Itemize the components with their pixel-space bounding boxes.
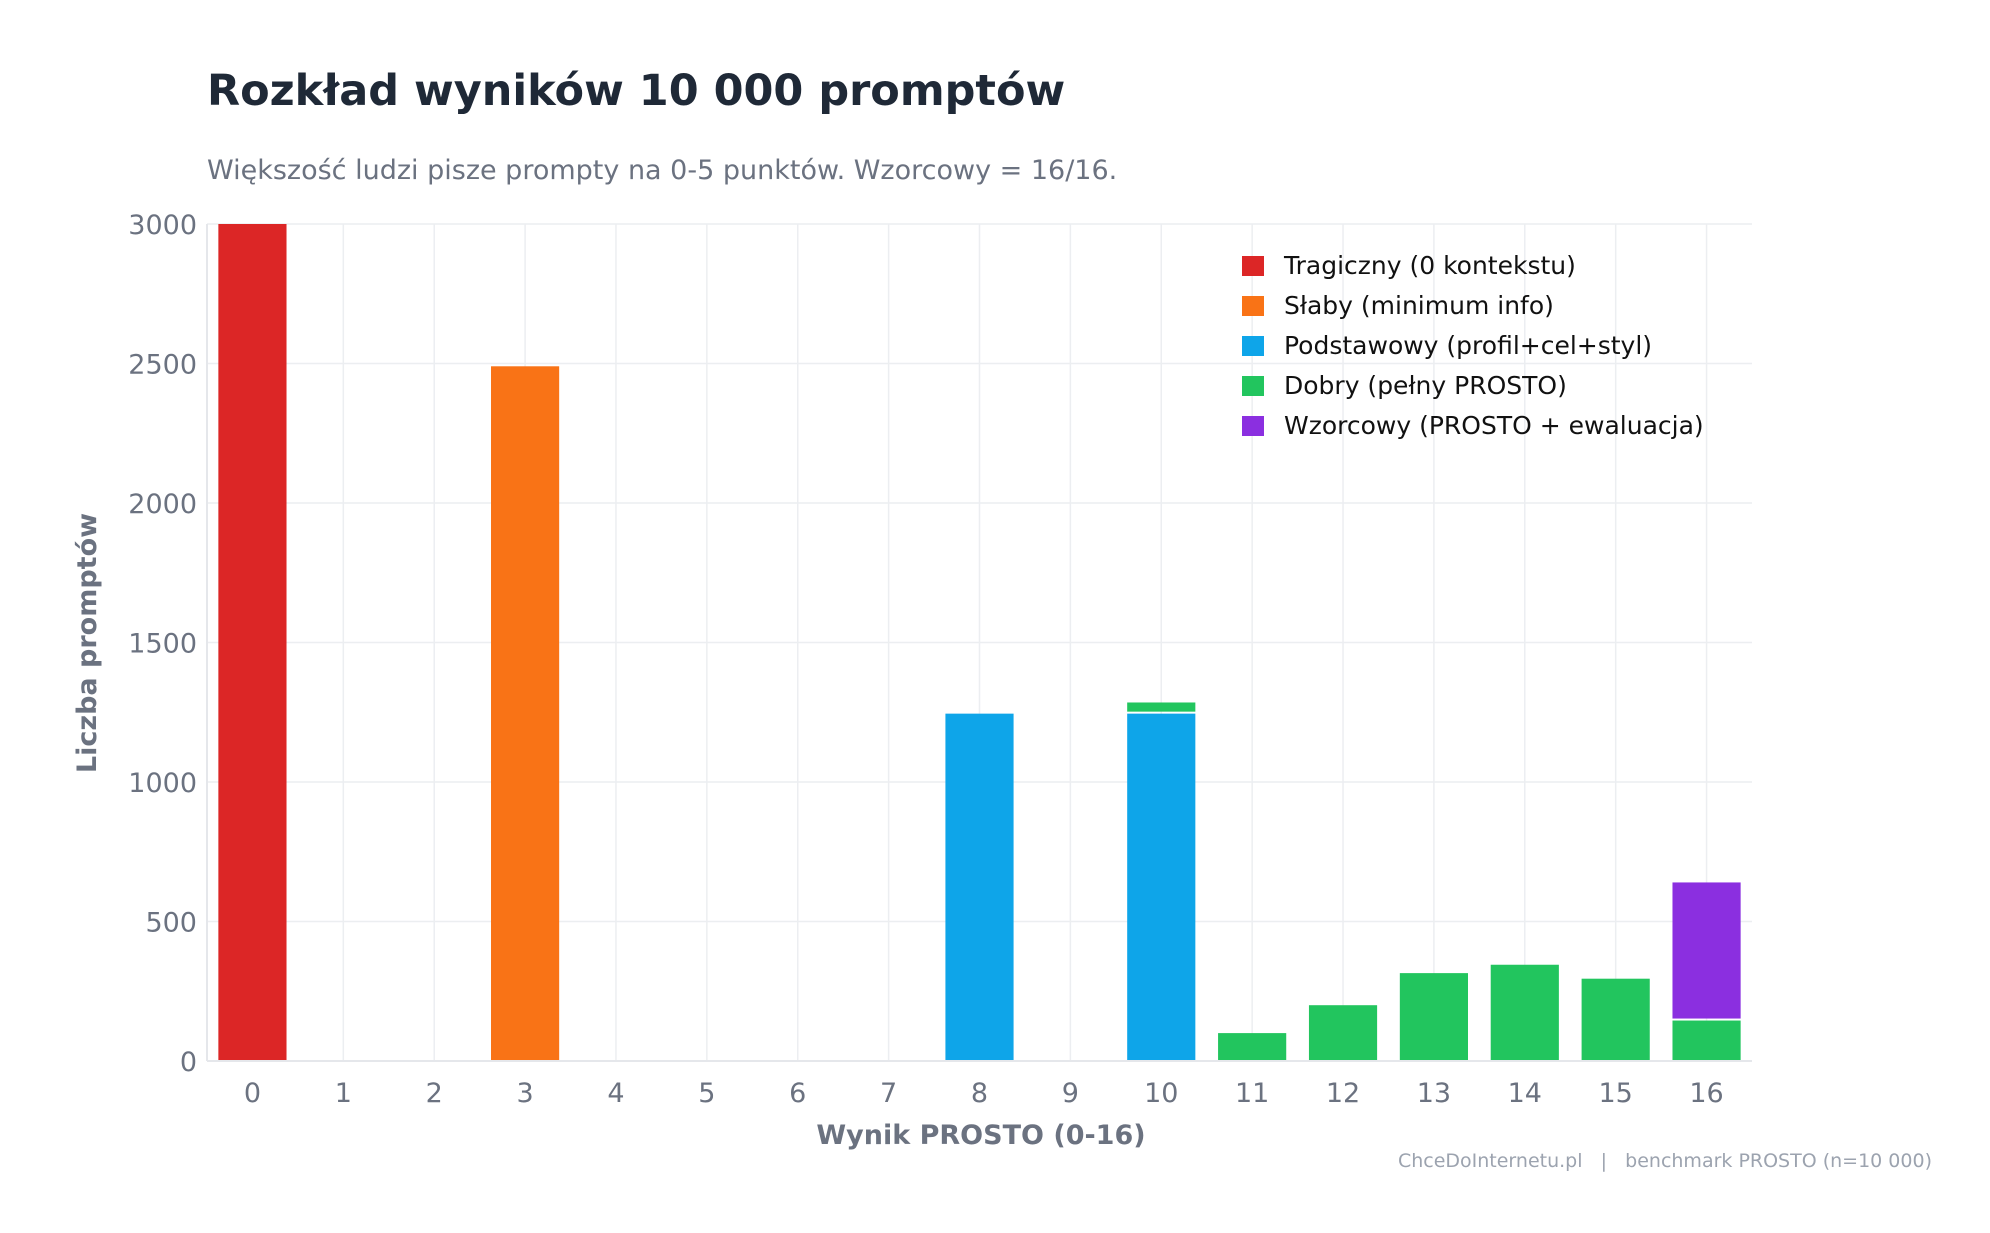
x-tick-label-12: 12 (1326, 1078, 1360, 1109)
x-tick-label-4: 4 (607, 1078, 624, 1109)
legend: Tragiczny (0 kontekstu) Słaby (minimum in… (1242, 251, 1704, 440)
x-tick-label-1: 1 (335, 1078, 352, 1109)
bar-11-series-3 (1218, 1033, 1287, 1061)
bar-16-series-4 (1672, 882, 1741, 1019)
y-tick-label-3: 1500 (128, 629, 197, 660)
legend-swatch-1 (1242, 296, 1264, 316)
legend-item-3: Dobry (pełny PROSTO) (1242, 371, 1567, 400)
y-tick-label-5: 2500 (128, 350, 197, 381)
bar-15-series-3 (1581, 978, 1650, 1061)
chart-title: Rozkład wyników 10 000 promptów (207, 66, 1066, 116)
chart-subtitle: Większość ludzi pisze prompty na 0-5 pun… (207, 155, 1118, 186)
bar-3-series-1 (491, 366, 560, 1061)
legend-label-1: Słaby (minimum info) (1284, 291, 1554, 320)
x-tick-label-7: 7 (880, 1078, 897, 1109)
legend-label-0: Tragiczny (0 kontekstu) (1283, 251, 1576, 280)
legend-label-4: Wzorcowy (PROSTO + ewaluacja) (1284, 411, 1704, 440)
x-tick-label-10: 10 (1144, 1078, 1178, 1109)
legend-item-0: Tragiczny (0 kontekstu) (1242, 251, 1576, 280)
bar-12-series-3 (1308, 1005, 1378, 1061)
x-tick-label-15: 15 (1598, 1078, 1632, 1109)
legend-swatch-4 (1242, 416, 1264, 436)
legend-swatch-2 (1242, 336, 1264, 356)
legend-label-2: Podstawowy (profil+cel+styl) (1284, 331, 1652, 360)
bars-layer (218, 224, 1741, 1061)
bar-14-series-3 (1490, 964, 1559, 1061)
x-tick-label-14: 14 (1508, 1078, 1542, 1109)
bar-0-series-0 (218, 224, 287, 1061)
x-tick-label-0: 0 (244, 1078, 261, 1109)
x-tick-label-11: 11 (1235, 1078, 1269, 1109)
x-tick-label-16: 16 (1689, 1078, 1723, 1109)
x-tick-label-13: 13 (1417, 1078, 1451, 1109)
x-tick-label-3: 3 (516, 1078, 533, 1109)
y-tick-label-6: 3000 (128, 210, 197, 241)
x-tick-label-8: 8 (971, 1078, 988, 1109)
bar-8-series-2 (945, 713, 1014, 1061)
legend-item-4: Wzorcowy (PROSTO + ewaluacja) (1242, 411, 1704, 440)
y-tick-label-1: 500 (145, 908, 197, 939)
bar-16-series-3 (1672, 1020, 1741, 1061)
x-tick-label-6: 6 (789, 1078, 806, 1109)
x-tick-label-5: 5 (698, 1078, 715, 1109)
bar-13-series-3 (1399, 973, 1468, 1061)
bar-10-series-3 (1127, 702, 1196, 712)
bar-10-series-2 (1127, 713, 1196, 1061)
axes-layer (206, 224, 1752, 1062)
x-tick-label-2: 2 (426, 1078, 443, 1109)
legend-swatch-3 (1242, 376, 1264, 396)
legend-label-3: Dobry (pełny PROSTO) (1284, 371, 1567, 400)
legend-item-1: Słaby (minimum info) (1242, 291, 1554, 320)
y-tick-label-4: 2000 (128, 489, 197, 520)
legend-item-2: Podstawowy (profil+cel+styl) (1242, 331, 1652, 360)
y-tick-label-2: 1000 (128, 768, 197, 799)
y-axis-title: Liczba promptów (72, 513, 103, 773)
y-tick-label-0: 0 (180, 1047, 197, 1078)
x-tick-label-9: 9 (1062, 1078, 1079, 1109)
legend-swatch-0 (1242, 256, 1264, 276)
x-axis-title: Wynik PROSTO (0-16) (816, 1120, 1145, 1151)
source-note: ChceDoInternetu.pl | benchmark PROSTO (n… (1398, 1150, 1932, 1172)
